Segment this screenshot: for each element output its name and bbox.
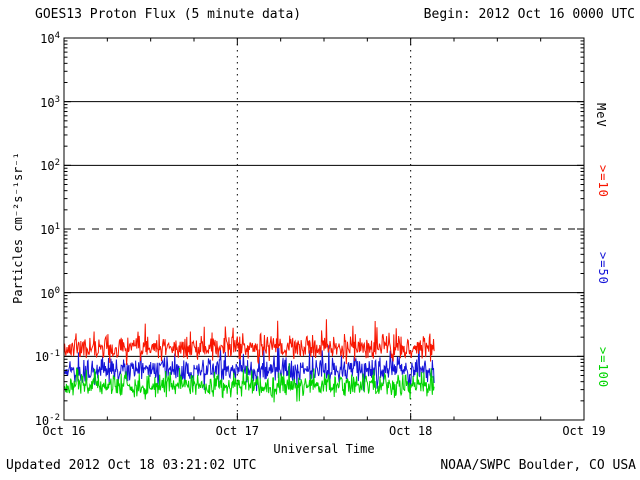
legend-ge10-label: >=10 — [596, 165, 610, 198]
legend-ge50-label: >=50 — [596, 252, 610, 285]
y-tick-label: 103 — [40, 94, 60, 110]
y-tick-label: 104 — [40, 31, 60, 46]
page-title: GOES13 Proton Flux (5 minute data) — [35, 7, 302, 22]
y-tick-label: 100 — [40, 285, 60, 301]
legend-ge100-label: >=100 — [596, 347, 610, 389]
x-tick-label: Oct 17 — [215, 424, 259, 438]
x-tick-label: Oct 18 — [388, 424, 433, 438]
y-tick-label: 102 — [40, 158, 60, 174]
y-tick-label: 101 — [40, 222, 60, 237]
x-axis-label: Universal Time — [273, 442, 375, 456]
x-tick-label: Oct 16 — [42, 424, 86, 438]
right-axis-unit-label: MeV — [594, 103, 608, 128]
updated-timestamp: Updated 2012 Oct 18 03:21:02 UTC — [6, 458, 257, 473]
y-tick-label: 10-2 — [34, 413, 60, 428]
x-tick-label: Oct 19 — [562, 424, 606, 438]
y-tick-label: 10-1 — [34, 349, 60, 365]
begin-timestamp: Begin: 2012 Oct 16 0000 UTC — [423, 7, 635, 22]
data-source-label: NOAA/SWPC Boulder, CO USA — [440, 458, 636, 473]
